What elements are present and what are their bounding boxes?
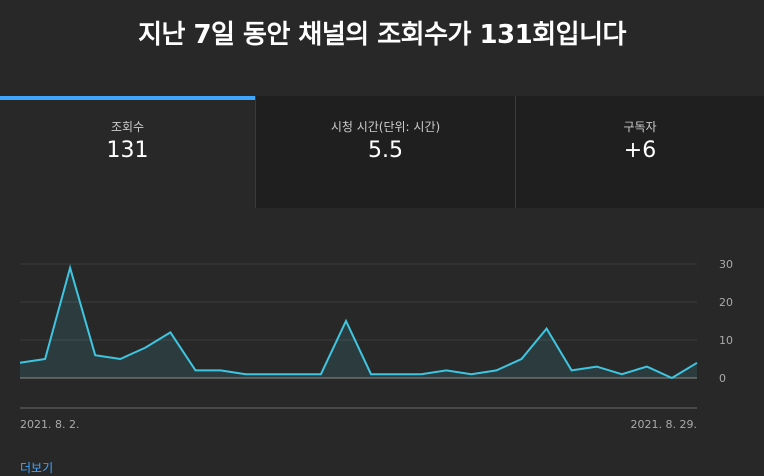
x-tick-label: 2021. 8. 29.: [631, 418, 697, 431]
active-tab-indicator: [0, 96, 255, 100]
tab-separator: [255, 96, 256, 208]
chart-y-axis: 30 20 10 0: [719, 258, 733, 385]
tab-watch-time[interactable]: 시청 시간(단위: 시간) 5.5: [256, 96, 515, 208]
y-tick-label: 0: [719, 372, 726, 385]
metric-tabs: 조회수 131 시청 시간(단위: 시간) 5.5 구독자 +6: [0, 96, 764, 208]
tab-views-value: 131: [106, 138, 149, 163]
tab-views[interactable]: 조회수 131: [0, 96, 255, 208]
tab-subscribers-value: +6: [623, 138, 657, 163]
views-line-chart: 30 20 10 0 2021. 8. 2.2021. 8. 7.2021. 8. 1…: [19, 258, 733, 431]
y-tick-label: 10: [719, 334, 733, 347]
chart-grid: [20, 263, 697, 379]
tab-watch-time-value: 5.5: [368, 138, 403, 163]
tab-watch-time-label: 시청 시간(단위: 시간): [330, 120, 441, 134]
tab-separator: [515, 96, 516, 208]
y-tick-label: 20: [719, 296, 733, 309]
tab-subscribers-label: 구독자: [623, 120, 657, 134]
show-more-link[interactable]: 더보기: [20, 461, 54, 475]
chart-area-fill: [20, 267, 697, 378]
page-title: 지난 7일 동안 채널의 조회수가 131회입니다: [138, 20, 626, 50]
x-tick-label: 2021. 8. 2.: [20, 418, 79, 431]
tab-views-label: 조회수: [110, 120, 145, 134]
tab-subscribers[interactable]: 구독자 +6: [516, 96, 764, 208]
y-tick-label: 30: [719, 258, 733, 271]
chart-series-line: [19, 264, 698, 380]
chart-x-axis: 2021. 8. 2.2021. 8. 7.2021. 8. 11.2021. …: [20, 407, 697, 431]
